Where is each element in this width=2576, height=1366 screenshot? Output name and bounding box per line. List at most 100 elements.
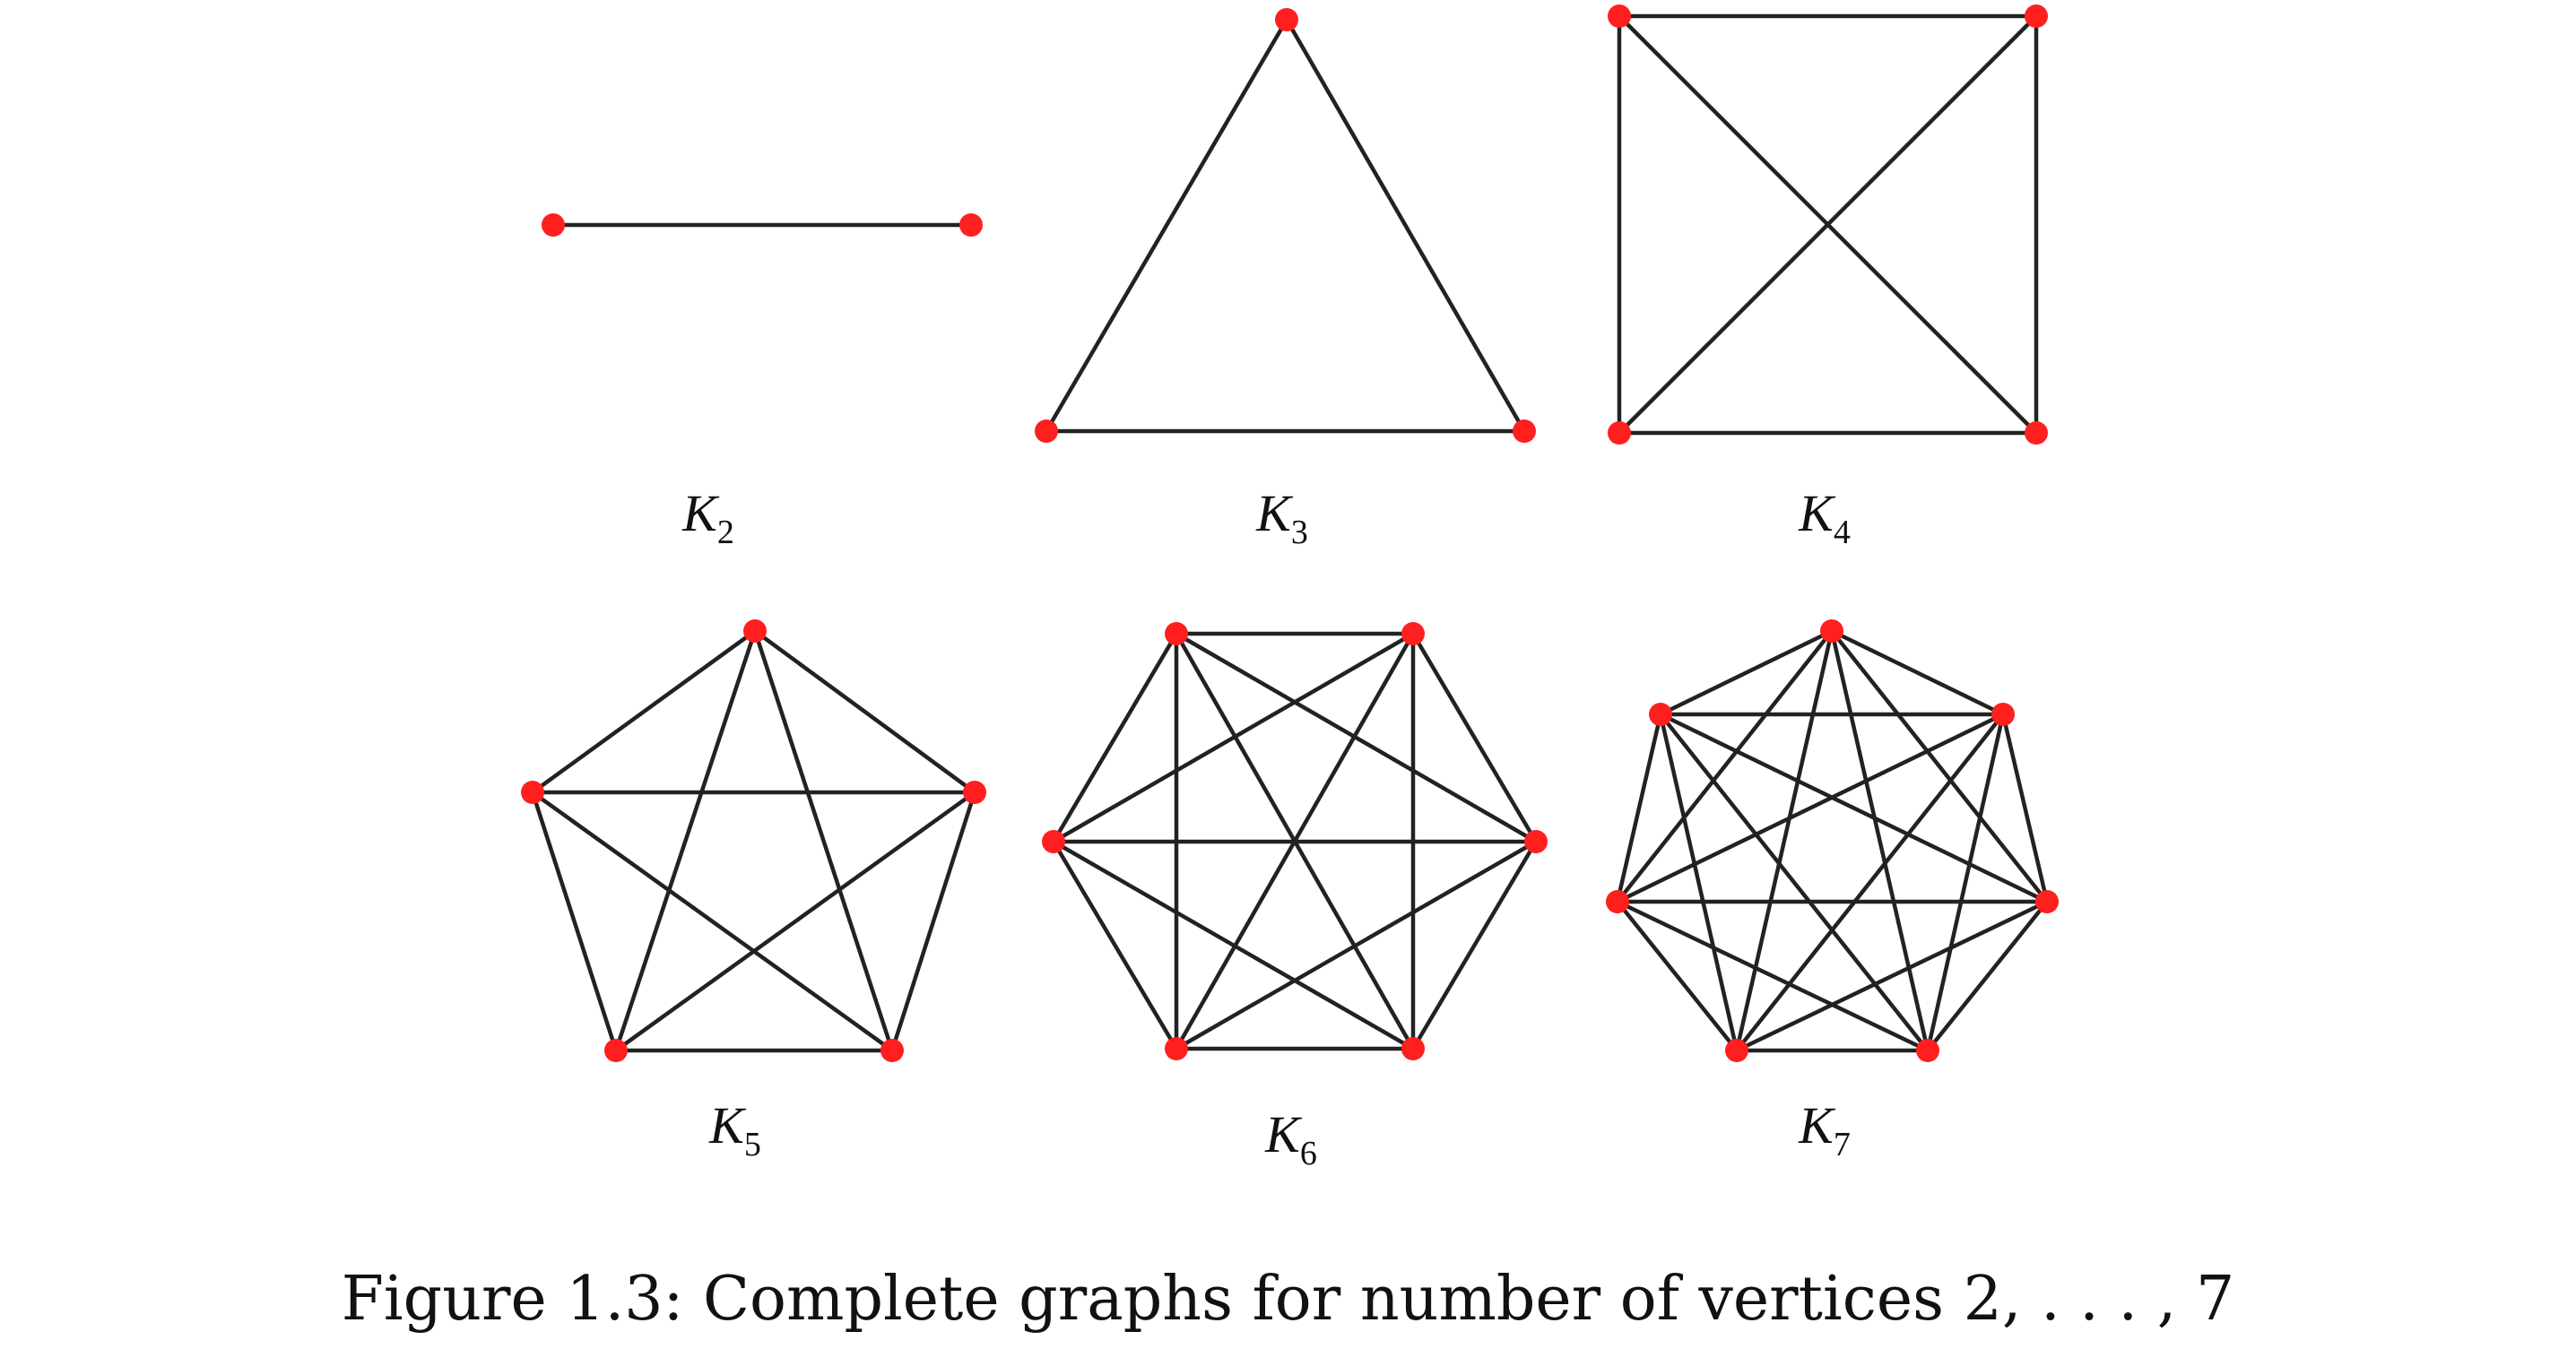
k7-edge-1-3 <box>1925 712 2006 1053</box>
k5-edge-0-2 <box>752 628 895 1053</box>
k6-edge-2-3 <box>1410 839 1539 1051</box>
graph-k3: K3 <box>1035 8 1536 551</box>
k4-vertex-1 <box>2025 4 2048 28</box>
k7-edge-4-6 <box>1658 712 1739 1053</box>
k5-vertex-0 <box>743 619 767 643</box>
k5-edge-1-3 <box>613 790 977 1053</box>
k7-edge-1-5 <box>1615 712 2006 904</box>
k5-vertex-3 <box>604 1039 628 1062</box>
k6-vertex-3 <box>1401 1037 1425 1060</box>
k4-edges <box>1617 13 2039 436</box>
k5-edges <box>530 628 977 1053</box>
k7-edge-0-5 <box>1615 628 1834 904</box>
k3-label-subscript: 3 <box>1291 514 1308 551</box>
graph-k5: K5 <box>521 619 986 1163</box>
k3-vertex-0 <box>1275 8 1298 31</box>
graph-k4: K4 <box>1608 4 2048 551</box>
k7-label: K7 <box>1798 1096 1851 1163</box>
k7-vertex-5 <box>1606 890 1629 913</box>
k4-vertex-2 <box>2025 421 2048 445</box>
k6-edge-0-5 <box>1051 631 1179 844</box>
k7-edge-1-4 <box>1734 712 2006 1053</box>
k5-vertex-4 <box>521 781 544 804</box>
k7-edge-5-6 <box>1615 712 1663 904</box>
k6-edge-4-5 <box>1051 839 1179 1051</box>
k7-edge-3-6 <box>1658 712 1930 1053</box>
k7-edge-0-6 <box>1658 628 1834 717</box>
k3-edge-0-2 <box>1284 17 1527 434</box>
k7-vertex-1 <box>1991 703 2015 726</box>
k7-edge-2-6 <box>1658 712 2050 904</box>
k7-vertex-0 <box>1820 619 1843 643</box>
k7-vertex-2 <box>2035 890 2059 913</box>
k6-edge-2-4 <box>1174 839 1539 1051</box>
k5-edge-3-4 <box>530 790 619 1053</box>
k3-label-main: K <box>1255 484 1294 542</box>
k6-label: K6 <box>1264 1105 1317 1172</box>
k3-vertices <box>1035 8 1536 443</box>
k4-vertex-3 <box>1608 421 1631 445</box>
k7-vertices <box>1606 619 2059 1062</box>
k5-edge-0-4 <box>530 628 758 795</box>
k5-vertices <box>521 619 986 1062</box>
k7-edge-4-5 <box>1615 899 1739 1053</box>
graph-k6: K6 <box>1042 622 1548 1172</box>
k7-label-main: K <box>1798 1096 1836 1154</box>
k6-vertex-0 <box>1165 622 1188 645</box>
k4-vertex-0 <box>1608 4 1631 28</box>
k5-edge-1-2 <box>889 790 977 1053</box>
k4-vertices <box>1608 4 2048 445</box>
k4-label-subscript: 4 <box>1834 514 1851 551</box>
graph-k2: K2 <box>542 213 983 551</box>
k3-vertex-1 <box>1035 419 1058 443</box>
k4-label-main: K <box>1798 484 1836 542</box>
k7-edges <box>1615 628 2050 1053</box>
k5-label: K5 <box>708 1096 761 1163</box>
k6-label-main: K <box>1264 1105 1303 1163</box>
k6-edge-1-5 <box>1051 631 1416 844</box>
k7-edge-0-1 <box>1829 628 2006 717</box>
k6-vertices <box>1042 622 1548 1060</box>
k7-vertex-3 <box>1916 1039 1939 1062</box>
k5-edge-0-3 <box>613 628 758 1053</box>
k5-edge-2-4 <box>530 790 895 1053</box>
k7-edge-0-4 <box>1734 628 1834 1053</box>
k5-edge-0-1 <box>752 628 977 795</box>
graph-k7: K7 <box>1606 619 2059 1163</box>
k6-edge-1-2 <box>1410 631 1539 844</box>
k7-label-subscript: 7 <box>1834 1126 1851 1163</box>
k7-vertex-4 <box>1725 1039 1748 1062</box>
k7-edge-2-3 <box>1925 899 2050 1053</box>
k5-vertex-2 <box>880 1039 904 1062</box>
k7-edge-2-4 <box>1734 899 2050 1053</box>
k4-edge-1-3 <box>1617 13 2039 436</box>
k6-label-subscript: 6 <box>1300 1135 1317 1172</box>
k2-label-main: K <box>681 484 720 542</box>
k7-edge-1-2 <box>2000 712 2050 904</box>
k6-vertex-2 <box>1524 830 1548 853</box>
k2-vertex-1 <box>959 213 983 237</box>
k3-label: K3 <box>1255 484 1308 551</box>
k2-label-subscript: 2 <box>717 514 734 551</box>
k6-vertex-1 <box>1401 622 1425 645</box>
k5-vertex-1 <box>963 781 986 804</box>
k3-vertex-2 <box>1513 419 1536 443</box>
k6-vertex-4 <box>1165 1037 1188 1060</box>
k7-edge-0-3 <box>1829 628 1930 1053</box>
k3-edge-0-1 <box>1044 17 1289 434</box>
k2-vertex-0 <box>542 213 565 237</box>
k5-label-main: K <box>708 1096 747 1154</box>
k6-vertex-5 <box>1042 830 1065 853</box>
k4-label: K4 <box>1798 484 1851 551</box>
k2-label: K2 <box>681 484 734 551</box>
k6-edge-0-2 <box>1174 631 1539 844</box>
k6-edges <box>1051 631 1539 1051</box>
k7-edge-3-5 <box>1615 899 1930 1053</box>
figure-caption: Figure 1.3: Complete graphs for number o… <box>341 1264 2235 1335</box>
k7-vertex-6 <box>1649 703 1672 726</box>
k6-edge-3-5 <box>1051 839 1416 1051</box>
k7-edge-0-2 <box>1829 628 2050 904</box>
k5-label-subscript: 5 <box>744 1126 761 1163</box>
k3-edges <box>1044 17 1527 434</box>
